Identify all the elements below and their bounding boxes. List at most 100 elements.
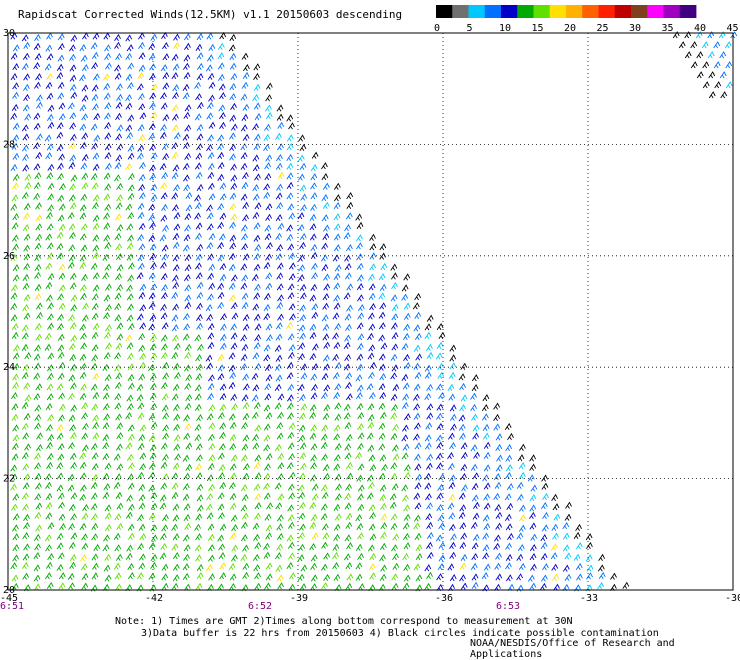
wind-barb — [138, 494, 146, 502]
wind-barb — [10, 112, 18, 120]
wind-barb — [346, 542, 353, 550]
wind-barb — [57, 42, 65, 51]
wind-barb — [517, 544, 525, 552]
wind-barb — [127, 322, 135, 331]
wind-barb — [125, 52, 133, 60]
wind-barb — [378, 311, 386, 319]
wind-barb — [436, 422, 444, 431]
wind-barb — [93, 112, 101, 120]
wind-barb — [11, 582, 19, 591]
wind-barb — [495, 552, 502, 560]
wind-barb — [298, 342, 306, 350]
wind-barb — [254, 582, 262, 590]
wind-barb — [81, 512, 89, 520]
wind-barb — [345, 393, 353, 401]
wind-barb — [114, 544, 122, 552]
wind-barb — [58, 302, 66, 310]
wind-barb — [79, 371, 87, 379]
wind-barb — [230, 123, 238, 131]
wind-barb — [195, 582, 203, 590]
wind-barb — [196, 281, 204, 289]
wind-barb — [286, 192, 294, 200]
wind-barb — [58, 263, 66, 271]
wind-barb — [194, 212, 201, 220]
wind-barb — [437, 371, 445, 379]
wind-barb — [103, 92, 111, 100]
wind-barb — [344, 272, 352, 280]
wind-barb — [402, 332, 410, 341]
wind-barb — [287, 383, 295, 391]
wind-barb — [690, 41, 698, 49]
wind-barb — [355, 562, 363, 570]
note-line-1: Note: 1) Times are GMT 2)Times along bot… — [115, 616, 573, 627]
wind-barb — [379, 493, 387, 502]
wind-barb — [116, 422, 124, 430]
wind-barb — [390, 372, 398, 380]
wind-barb — [161, 322, 169, 330]
wind-barb — [67, 102, 75, 110]
wind-barb — [265, 253, 272, 261]
wind-barb — [79, 493, 87, 501]
lat-label: 22 — [3, 474, 15, 485]
wind-barb — [207, 171, 215, 179]
wind-barb — [172, 91, 179, 100]
wind-barb — [183, 414, 190, 422]
wind-barb — [449, 404, 457, 412]
wind-barb — [311, 303, 319, 311]
wind-barb — [573, 531, 581, 540]
wind-barb — [161, 524, 169, 532]
wind-barb — [127, 424, 135, 432]
wind-barb — [403, 353, 410, 362]
wind-barb — [334, 361, 342, 370]
wind-barb — [139, 283, 147, 291]
wind-barb — [148, 471, 156, 479]
wind-barb — [390, 472, 398, 480]
colorbar-label: 30 — [629, 23, 641, 34]
wind-barb — [707, 31, 715, 39]
wind-barb — [69, 452, 77, 460]
wind-barb — [300, 403, 308, 411]
wind-barb — [206, 512, 214, 520]
wind-barb — [172, 63, 180, 71]
wind-barb — [323, 552, 331, 560]
wind-barb — [12, 152, 20, 160]
wind-barb — [540, 541, 548, 549]
wind-barb — [183, 472, 191, 480]
wind-barb — [105, 283, 112, 291]
wind-barb — [22, 432, 30, 440]
wind-barb — [58, 153, 65, 161]
wind-barb — [23, 294, 31, 302]
wind-barb — [150, 421, 158, 429]
wind-barb — [219, 92, 226, 100]
note-line-2: 3)Data buffer is 22 hrs from 20150603 4)… — [141, 628, 659, 639]
wind-barb — [229, 192, 237, 200]
wind-barb — [79, 353, 87, 361]
wind-barb — [253, 102, 261, 110]
wind-barb — [378, 432, 386, 440]
lat-label: 26 — [3, 251, 15, 262]
wind-barb — [219, 572, 227, 580]
wind-barb — [391, 303, 399, 312]
wind-barb — [138, 502, 146, 510]
wind-barb — [33, 163, 41, 171]
wind-barb — [22, 363, 30, 371]
wind-barb — [206, 313, 214, 321]
wind-barb — [251, 372, 259, 380]
wind-barb — [323, 273, 330, 281]
wind-barb — [125, 124, 133, 132]
wind-barb — [47, 163, 55, 171]
wind-barb — [162, 424, 170, 432]
wind-barb — [58, 513, 66, 521]
wind-barb — [207, 332, 215, 340]
wind-barb — [104, 151, 112, 160]
lon-label: -42 — [145, 593, 163, 604]
wind-barb — [541, 524, 549, 532]
wind-barb — [378, 383, 386, 391]
wind-barb — [33, 122, 41, 130]
wind-barb — [126, 544, 134, 552]
wind-barb — [194, 433, 202, 442]
wind-barb — [310, 583, 318, 591]
wind-barb — [264, 232, 272, 241]
wind-barb — [219, 383, 227, 391]
wind-barb — [22, 304, 30, 312]
